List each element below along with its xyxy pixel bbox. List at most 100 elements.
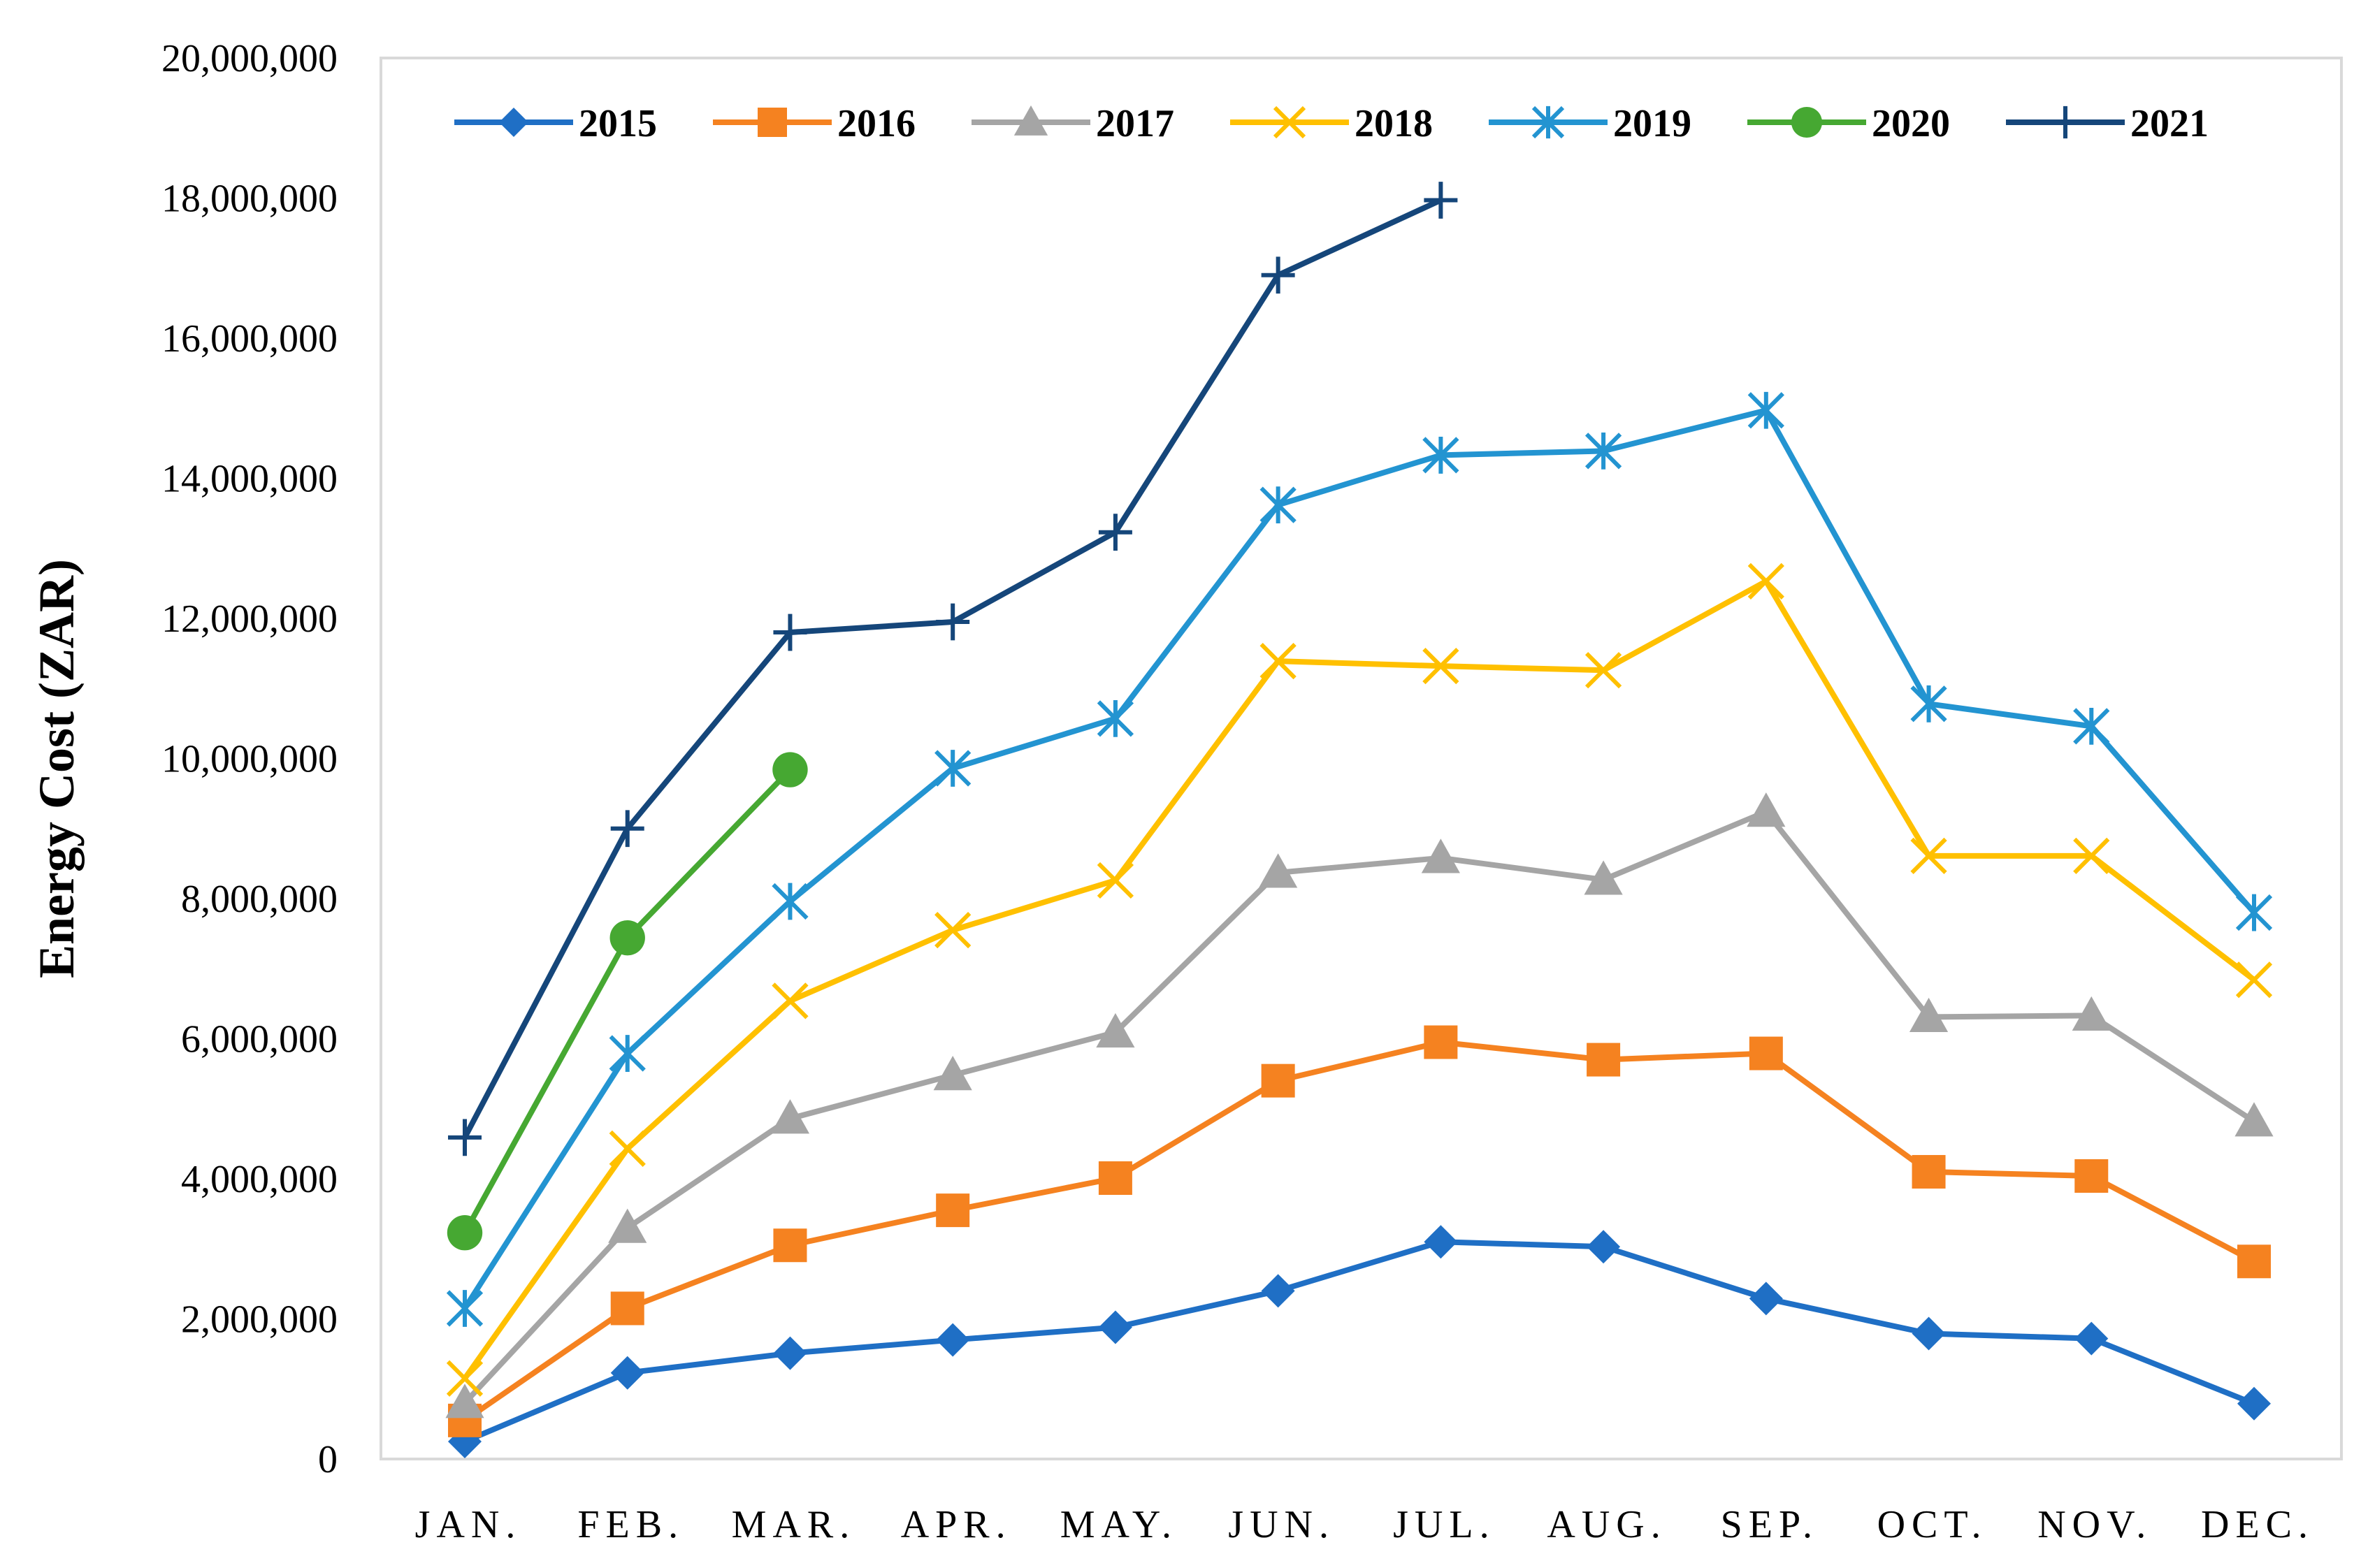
x-tick-label: JUN. [1228,1503,1335,1546]
triangle-marker [1096,1012,1135,1048]
asterisk-marker [2073,707,2110,745]
series-layer [445,182,2274,1458]
diamond-marker [1749,1282,1783,1316]
series-line [463,1239,2255,1444]
plot-area-border [380,57,2343,1460]
x-marker [446,1360,484,1397]
square-marker [1424,1025,1458,1059]
plus-marker [448,1119,482,1156]
asterisk-marker [772,883,809,920]
triangle-marker [1909,997,1949,1033]
legend-label: 2018 [1355,102,1433,145]
legend-label: 2021 [2130,102,2209,145]
legend-entry: 2021 [2006,102,2209,145]
legend-entry: 2019 [1489,102,1691,145]
plus-marker [610,810,644,848]
legend-label: 2017 [1096,102,1174,145]
series-line [463,1039,2255,1423]
triangle-marker [445,1384,484,1418]
y-tick-label: 0 [318,1438,338,1481]
diamond-marker [936,1323,970,1357]
asterisk-marker [2235,894,2273,931]
x-tick-label: APR. [901,1503,1012,1546]
series-2021 [448,182,1458,1156]
x-marker [1910,837,1947,874]
diamond-marker [773,1336,807,1370]
y-tick-label: 6,000,000 [181,1018,338,1061]
x-marker [1097,862,1134,899]
y-tick-label: 16,000,000 [161,317,338,361]
x-marker [1584,652,1622,689]
series-line [462,407,2257,1310]
series-2018 [446,562,2273,1397]
y-tick-label: 2,000,000 [181,1298,338,1342]
diamond-marker [1424,1225,1458,1259]
diamond-marker [610,1356,644,1390]
plus-marker [936,603,970,641]
legend-label: 2015 [579,102,657,145]
circle-marker [447,1214,483,1251]
asterisk-marker [1097,699,1134,737]
square-marker [936,1193,970,1228]
x-marker [1273,106,1306,139]
legend-label: 2019 [1613,102,1691,145]
x-marker [1259,643,1297,680]
square-marker [1912,1154,1946,1189]
axes: 0 2,000,000 4,000,000 6,000,000 8,000,000 10,… [161,37,2343,1546]
x-tick-label: SEP. [1721,1503,1819,1546]
series-2015 [448,1225,2271,1458]
y-tick-label: 4,000,000 [181,1158,338,1201]
plus-marker [773,614,807,651]
y-tick-label: 18,000,000 [161,177,338,221]
diamond-marker [1912,1316,1946,1351]
x-marker [1422,648,1459,685]
square-marker [2074,1159,2109,1193]
x-tick-label: OCT. [1877,1503,1988,1546]
diamond-marker [2237,1386,2271,1421]
y-tick-label: 12,000,000 [161,597,338,641]
triangle-marker [608,1208,647,1243]
legend-label: 2020 [1872,102,1950,145]
series-2017 [445,792,2274,1418]
square-marker [1261,1064,1295,1098]
y-tick-label: 10,000,000 [161,738,338,781]
x-tick-label: MAY. [1060,1503,1178,1546]
asterisk-marker [1584,433,1622,470]
x-tick-label: JAN. [415,1503,522,1546]
circle-marker [772,752,808,787]
plus-marker [1424,182,1458,219]
legend-entry: 2017 [972,102,1174,145]
x-tick-label: DEC. [2201,1503,2314,1546]
legend-entry: 2018 [1230,102,1433,145]
asterisk-marker [1747,391,1784,429]
x-tick-label: AUG. [1547,1503,1666,1546]
x-marker [934,911,972,949]
x-tick-label: FEB. [577,1503,684,1546]
x-marker [609,1130,646,1168]
square-marker [1749,1036,1783,1070]
plus-marker [2051,106,2080,139]
asterisk-marker [446,1290,484,1327]
circle-marker [1791,106,1823,138]
asterisk-marker [609,1035,646,1072]
asterisk-marker [934,750,972,787]
x-marker [772,982,809,1019]
triangle-marker [1421,839,1460,873]
x-marker [1747,562,1784,600]
triangle-marker [1259,853,1298,888]
y-tick-label: 14,000,000 [161,458,338,501]
diamond-marker [499,108,528,137]
series-line [463,808,2256,1405]
legend-entry: 2015 [454,102,657,145]
y-axis-title: Energy Cost (ZAR) [29,559,85,978]
circle-marker [609,920,645,956]
series-2019 [446,391,2273,1327]
diamond-marker [2074,1321,2109,1356]
x-tick-label: MAR. [732,1503,856,1546]
square-marker [610,1291,644,1326]
triangle-marker [1584,860,1623,895]
asterisk-marker [1422,437,1459,474]
triangle-marker [2234,1102,2274,1137]
